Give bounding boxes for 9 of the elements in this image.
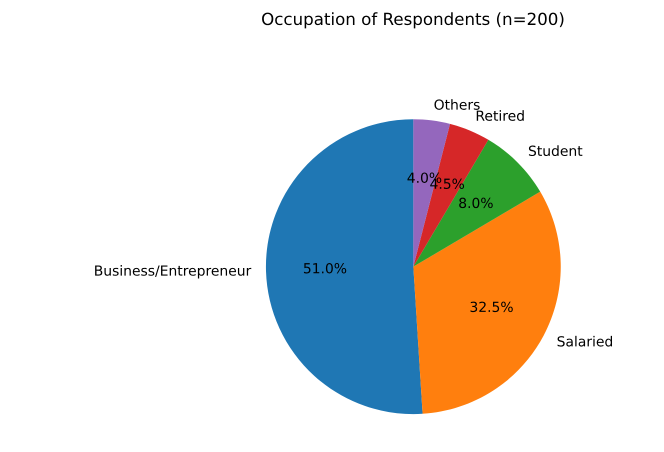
data-label: 8.0%: [459, 198, 493, 208]
slice-label: Student: [528, 145, 582, 156]
data-label: 32.5%: [470, 302, 513, 312]
data-label: 51.0%: [304, 262, 346, 274]
slice-label: Salaried: [558, 336, 612, 347]
slice-label: Business/Entrepreneur: [95, 265, 252, 278]
chart-title: Occupation of Respondents (n=200): [262, 12, 564, 28]
slice-label: Retired: [476, 110, 524, 121]
slice-label: Others: [434, 99, 480, 110]
